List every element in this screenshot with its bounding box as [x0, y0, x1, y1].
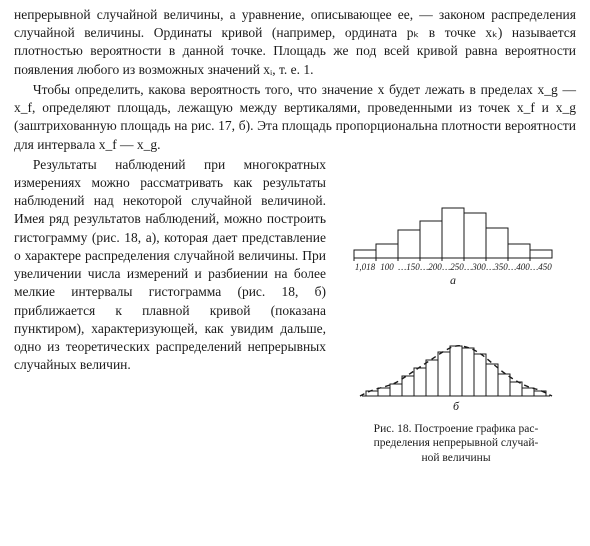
- svg-text:100: 100: [380, 262, 394, 272]
- svg-text:…350: …350: [486, 262, 508, 272]
- caption-line-1: Рис. 18. Построение графика рас-: [374, 423, 539, 435]
- svg-text:…300: …300: [464, 262, 486, 272]
- figure-svg: 1,018 100 …150…200…250…300…350…400…450 а б: [336, 158, 576, 418]
- svg-text:б: б: [453, 399, 460, 413]
- paragraph-2: Чтобы определить, какова вероятность тог…: [14, 81, 576, 154]
- svg-text:…400: …400: [508, 262, 530, 272]
- caption-line-2: пределения непрерывной случай-: [374, 437, 539, 449]
- svg-text:…450: …450: [530, 262, 552, 272]
- svg-text:…150: …150: [398, 262, 420, 272]
- caption-line-3: ной величины: [421, 452, 490, 464]
- svg-text:…250: …250: [442, 262, 464, 272]
- svg-text:а: а: [450, 273, 456, 287]
- svg-text:…200: …200: [420, 262, 442, 272]
- svg-text:1,018: 1,018: [355, 262, 376, 272]
- figure-caption: Рис. 18. Построение графика рас- пределе…: [336, 422, 576, 465]
- paragraph-1: непрерывной случайной величины, а уравне…: [14, 6, 576, 79]
- figure-18: 1,018 100 …150…200…250…300…350…400…450 а б Р…: [336, 158, 576, 465]
